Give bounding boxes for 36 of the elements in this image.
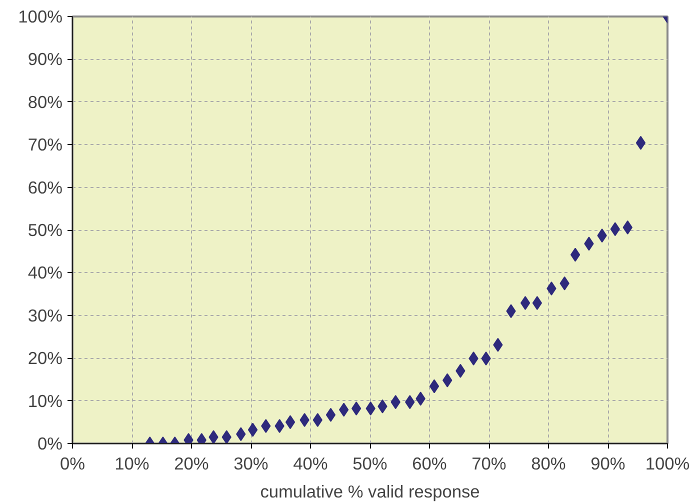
point [429,379,440,394]
point [351,401,362,416]
point [532,296,542,310]
y-tick-label: 40% [28,262,63,283]
x-tick-label: 30% [234,454,268,474]
point [338,402,349,417]
x-tick-label: 70% [472,454,506,474]
y-tick-label: 50% [28,220,63,240]
y-tick-label: 60% [28,177,63,198]
point [285,415,296,430]
y-tick-label: 90% [28,49,63,70]
point [208,430,218,444]
y-tick-label: 30% [28,305,63,326]
y-tick-label: 0% [37,434,62,454]
y-tick-label: 20% [28,348,63,368]
point [248,422,258,437]
point [636,136,646,150]
x-axis-title: cumulative % valid response [260,482,480,502]
point [546,282,556,296]
x-tick-label: 60% [412,454,447,474]
x-tick-label: 40% [293,454,328,474]
x-tick-label: 0% [60,454,86,474]
y-tick-label: 100% [18,6,63,26]
point [326,408,336,422]
x-tick-label: 50% [352,454,388,474]
point [520,296,530,310]
y-tick-label: 70% [28,134,63,155]
x-tick-label: 20% [174,454,209,474]
x-tick-label: 90% [590,454,626,474]
x-tick-label: 80% [531,454,566,474]
point [222,430,232,444]
point [570,248,580,262]
x-tick-label: 100% [645,454,690,474]
x-tick-label: 10% [114,454,150,474]
y-tick-label: 80% [28,92,63,112]
y-tick-label: 10% [28,390,63,411]
